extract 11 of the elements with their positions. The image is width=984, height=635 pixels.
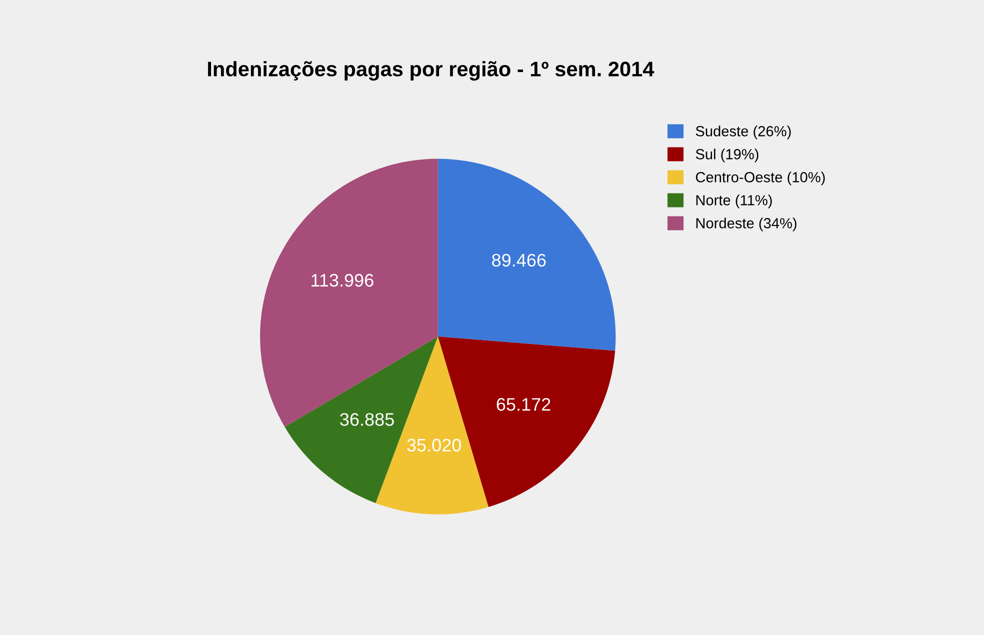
data-label: 65.172: [496, 398, 550, 411]
legend-label: Norte (11%): [696, 194, 772, 208]
data-label: 36.885: [340, 413, 394, 426]
legend-label: Sudeste (26%): [696, 126, 791, 140]
legend-label: Nordeste (34%): [696, 218, 796, 232]
data-label: 89.466: [492, 254, 546, 267]
data-label: 113.996: [312, 274, 374, 287]
chart-title: Indenizações pagas por região - 1º sem. 2014: [208, 61, 654, 81]
legend-label: Centro-Oeste (10%): [696, 172, 825, 186]
legend-label: Sul (19%): [696, 148, 758, 162]
data-label: 35.020: [407, 438, 461, 452]
